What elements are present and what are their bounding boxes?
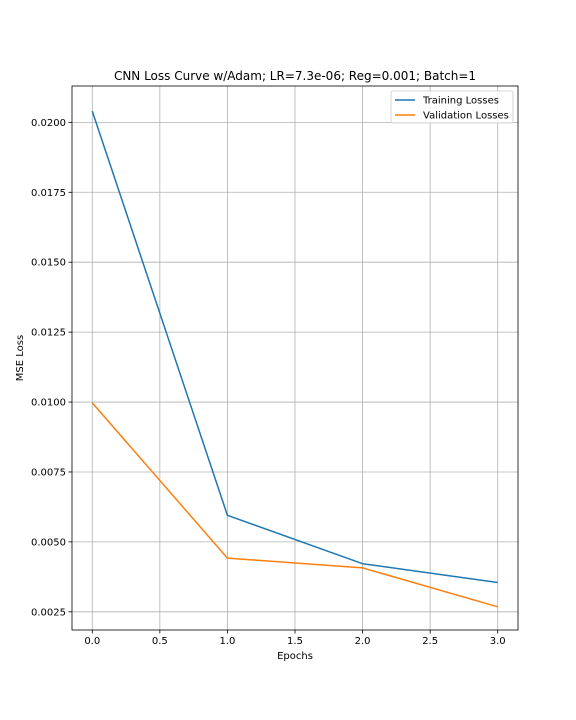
x-axis-label: Epochs: [277, 651, 313, 662]
legend-label-validation: Validation Losses: [423, 111, 509, 122]
x-tick-label: 2.5: [422, 636, 438, 647]
y-tick-label: 0.0100: [31, 398, 66, 409]
y-tick-label: 0.0175: [31, 188, 66, 199]
x-tick-label: 2.0: [355, 636, 371, 647]
x-tick-label: 0.0: [84, 636, 100, 647]
series-lines: [91, 110, 498, 608]
x-tick-label: 1.5: [287, 636, 303, 647]
legend-box: [390, 90, 514, 124]
y-axis-ticks: 0.0025 0.0050 0.0075 0.0100 0.0125 0.0150 0.01…: [31, 118, 72, 618]
y-axis-label: MSE Loss: [15, 335, 26, 381]
y-tick-label: 0.0075: [31, 467, 66, 478]
legend: Training Losses Validation Losses: [390, 90, 514, 124]
x-tick-label: 0.5: [152, 636, 168, 647]
training-loss-line: [91, 110, 498, 584]
y-tick-label: 0.0025: [31, 607, 66, 618]
y-tick-label: 0.0125: [31, 328, 66, 339]
y-tick-label: 0.0050: [31, 537, 66, 548]
x-tick-label: 3.0: [490, 636, 506, 647]
validation-loss-line: [91, 402, 498, 608]
chart-title: CNN Loss Curve w/Adam; LR=7.3e-06; Reg=0…: [114, 69, 476, 83]
legend-label-training: Training Losses: [422, 96, 499, 107]
grid: [72, 86, 518, 630]
y-tick-label: 0.0150: [31, 258, 66, 269]
x-axis-ticks: 0.0 0.5 1.0 1.5 2.0 2.5 3.0: [84, 630, 506, 647]
y-tick-label: 0.0200: [31, 118, 66, 129]
x-tick-label: 1.0: [219, 636, 235, 647]
